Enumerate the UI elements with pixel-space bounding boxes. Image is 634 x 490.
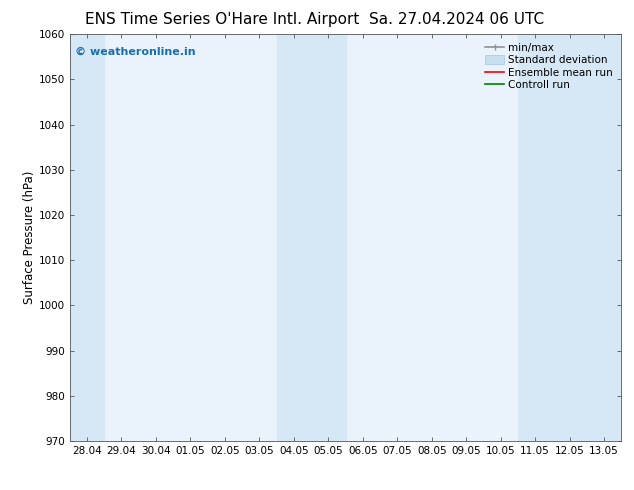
Text: ENS Time Series O'Hare Intl. Airport: ENS Time Series O'Hare Intl. Airport (85, 12, 359, 27)
Text: Sa. 27.04.2024 06 UTC: Sa. 27.04.2024 06 UTC (369, 12, 544, 27)
Bar (518, 34, 621, 441)
Legend: min/max, Standard deviation, Ensemble mean run, Controll run: min/max, Standard deviation, Ensemble me… (482, 40, 616, 94)
Y-axis label: Surface Pressure (hPa): Surface Pressure (hPa) (23, 171, 36, 304)
Text: © weatheronline.in: © weatheronline.in (75, 47, 196, 56)
Bar (276, 34, 346, 441)
Bar (70, 34, 104, 441)
